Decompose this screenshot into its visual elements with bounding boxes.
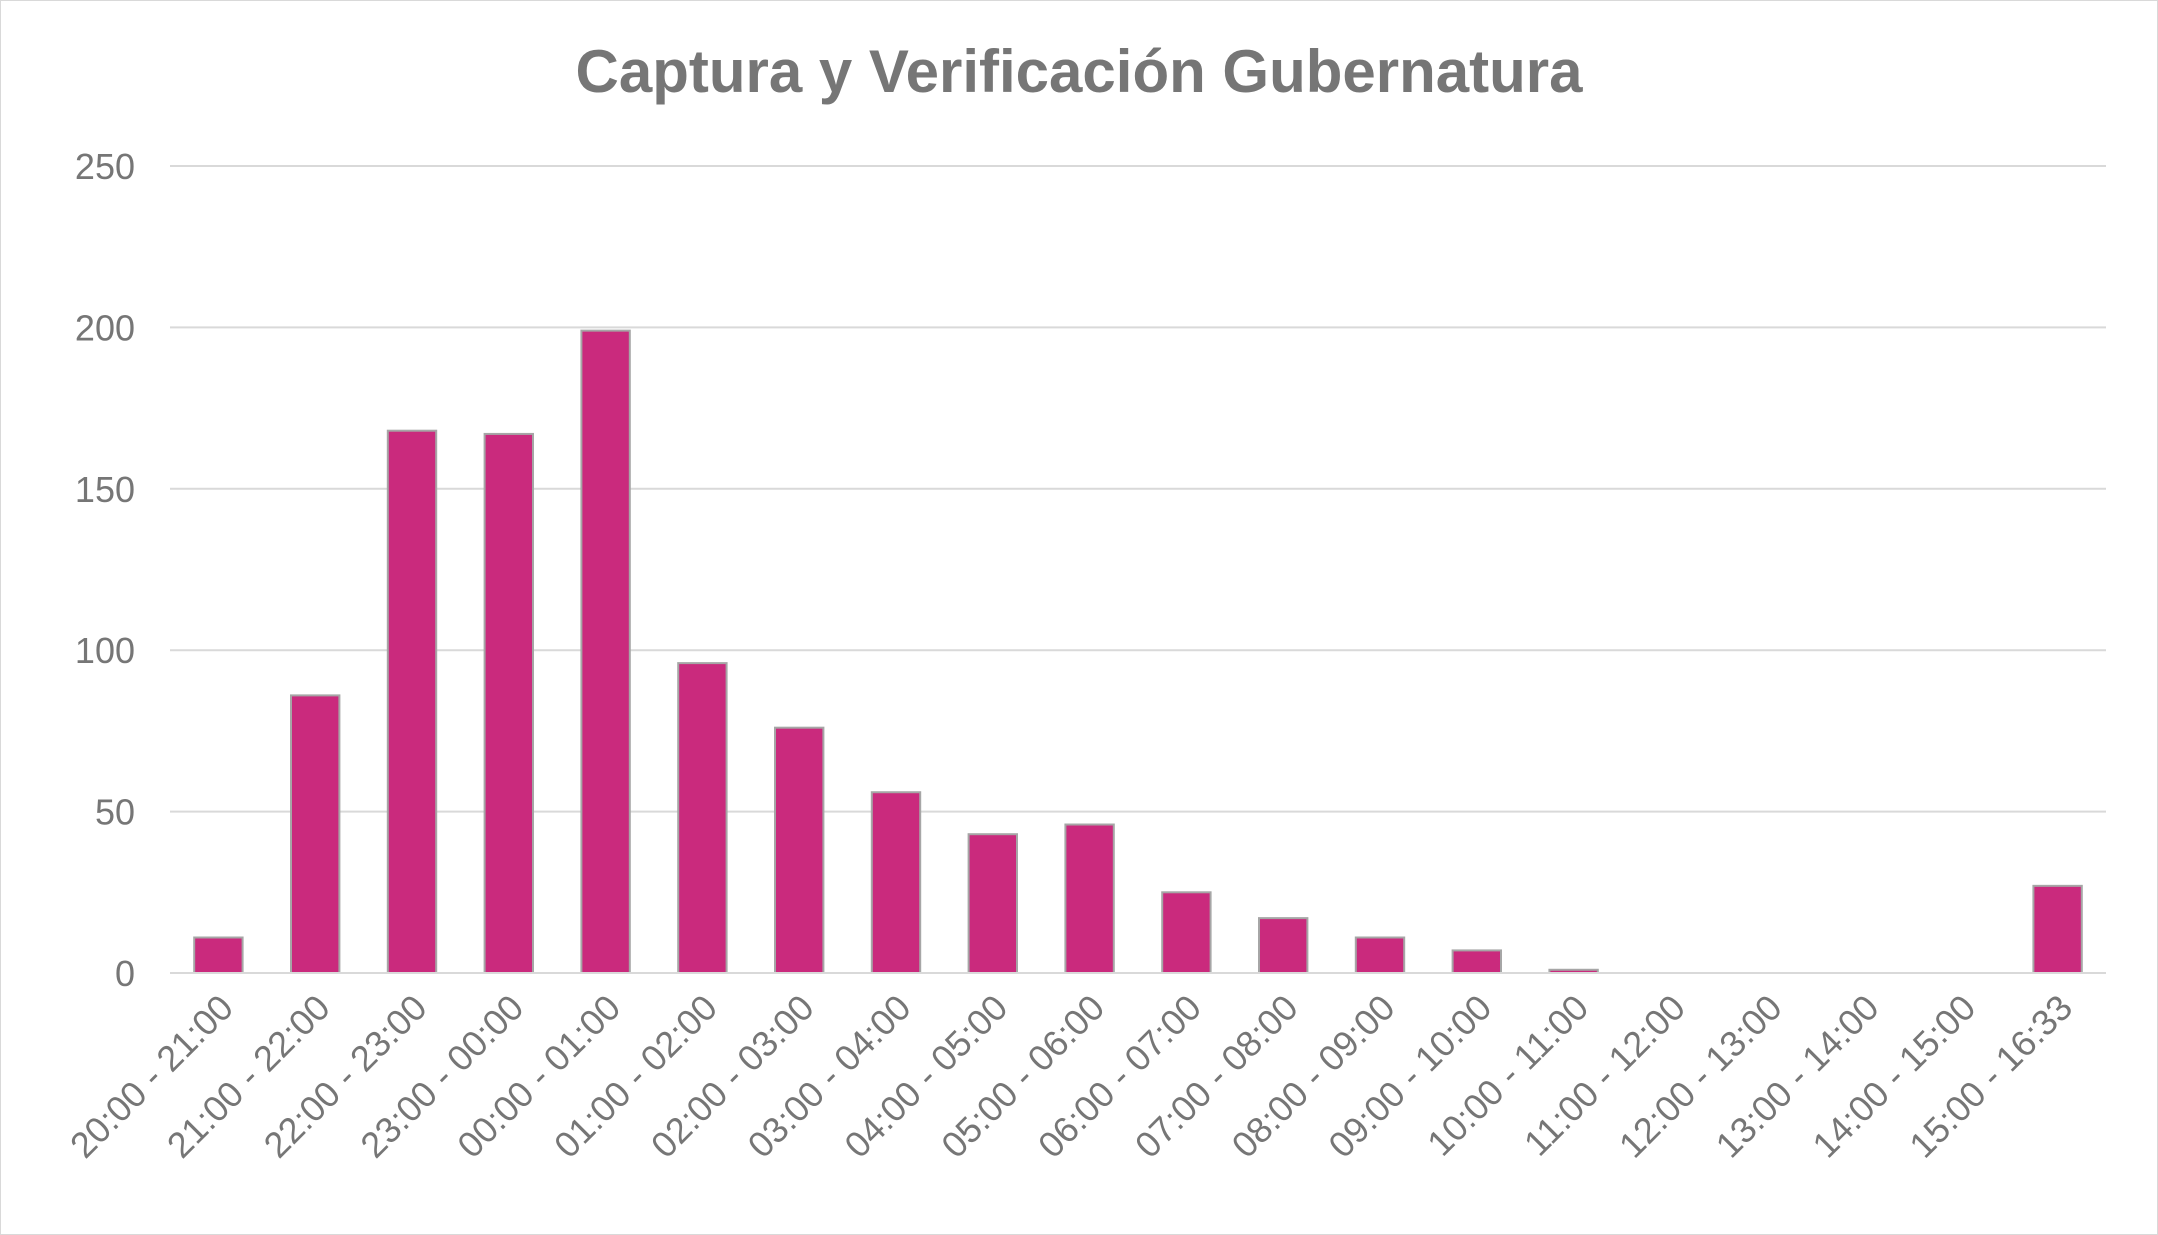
- y-tick-label: 100: [75, 630, 135, 671]
- y-tick-label: 0: [115, 953, 135, 994]
- bar: [386, 429, 438, 975]
- bar: [967, 833, 1018, 974]
- gridlines: [170, 165, 2106, 813]
- y-tick-label: 150: [75, 469, 135, 510]
- bar: [1161, 891, 1212, 974]
- bar: [580, 329, 631, 974]
- y-axis-ticks: 0 50 100 150 200 250: [75, 146, 135, 994]
- bar: [1064, 823, 1115, 975]
- bar: [483, 432, 535, 974]
- bar: [677, 662, 728, 974]
- bar: [2032, 884, 2083, 974]
- chart-title: Captura y Verificación Gubernatura: [576, 38, 1584, 105]
- y-tick-label: 50: [95, 792, 135, 833]
- bar: [1258, 917, 1309, 975]
- bar: [193, 936, 244, 975]
- bar: [774, 726, 825, 974]
- y-tick-label: 250: [75, 146, 135, 187]
- bar: [1354, 936, 1406, 975]
- y-tick-label: 200: [75, 307, 135, 348]
- bars: [193, 329, 2083, 975]
- bar: [870, 791, 922, 974]
- bar: [1451, 949, 1502, 974]
- bar: [290, 694, 341, 975]
